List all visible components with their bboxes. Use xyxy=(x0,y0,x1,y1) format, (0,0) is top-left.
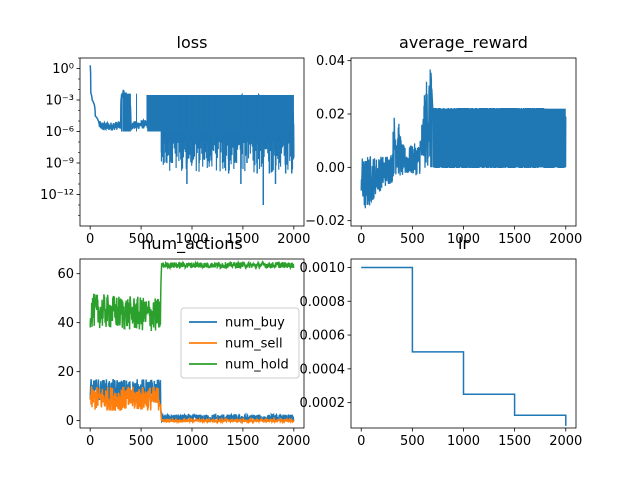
spike-block xyxy=(122,93,131,132)
y-tick-label: 40 xyxy=(57,316,74,331)
legend-label: num_sell xyxy=(225,337,283,352)
y-tick-label: −0.02 xyxy=(305,214,345,229)
x-tick-label: 2000 xyxy=(277,434,310,449)
x-tick-label: 0 xyxy=(86,434,94,449)
spike-block xyxy=(136,93,138,132)
x-tick-label: 0 xyxy=(86,232,94,247)
y-tick-label: 0.0010 xyxy=(300,261,346,276)
x-tick-label: 500 xyxy=(400,434,425,449)
series-num_hold xyxy=(89,259,295,332)
y-tick-label: 20 xyxy=(57,365,74,380)
y-tick-label: 10⁻³ xyxy=(45,94,74,109)
x-tick-label: 1500 xyxy=(226,232,259,247)
y-tick-label: 0.0002 xyxy=(300,396,346,411)
legend-label: num_hold xyxy=(225,358,289,373)
x-tick-label: 1500 xyxy=(498,232,531,247)
series-line xyxy=(361,266,567,426)
x-tick-label: 500 xyxy=(129,434,154,449)
legend: num_buy num_sell num_hold xyxy=(180,307,300,379)
y-tick-label: 10⁻⁶ xyxy=(45,125,74,140)
dense-band xyxy=(432,108,566,168)
y-tick-label: 0.0004 xyxy=(300,362,346,377)
chart-lr: 0 500 1000 1500 2000 0.0002 0.0004 0.0006 0.0008… xyxy=(300,234,583,449)
axes-frame xyxy=(350,258,577,429)
x-tick-label: 1500 xyxy=(226,434,259,449)
y-tick-label: 0.04 xyxy=(316,54,345,69)
chart-title: lr xyxy=(458,234,469,253)
y-tick-label: 0 xyxy=(66,414,74,429)
y-tick-label: 10⁰ xyxy=(52,62,74,77)
x-tick-label: 2000 xyxy=(549,232,582,247)
plot-area xyxy=(89,65,295,205)
chart-title: average_reward xyxy=(399,33,528,53)
x-tick-label: 0 xyxy=(357,232,365,247)
chart-title: num_actions xyxy=(141,234,242,254)
chart-num_actions: 0 500 1000 1500 2000 0 20 40 60 num_actions num_bu… xyxy=(57,234,310,449)
x-tick-label: 1000 xyxy=(175,232,208,247)
y-tick-label: 60 xyxy=(57,267,74,282)
x-tick-label: 500 xyxy=(129,232,154,247)
y-tick-label: 10⁻⁹ xyxy=(45,157,74,172)
y-tick-label: 0.0006 xyxy=(300,329,346,344)
chart-title: loss xyxy=(177,33,208,52)
plot-area xyxy=(360,69,567,209)
plot-area xyxy=(89,259,295,425)
y-tick-label: 0.00 xyxy=(316,161,345,176)
legend-label: num_buy xyxy=(225,316,285,331)
x-tick-label: 2000 xyxy=(549,434,582,449)
series-num_sell xyxy=(89,386,295,425)
plot-area xyxy=(361,266,567,426)
x-tick-label: 1500 xyxy=(498,434,531,449)
x-tick-label: 1000 xyxy=(175,434,208,449)
y-tick-label: 0.02 xyxy=(316,108,345,123)
x-tick-label: 1000 xyxy=(447,232,480,247)
y-tick-label: 0.0008 xyxy=(300,295,346,310)
chart-loss: 0 500 1000 1500 2000 10⁻¹² 10⁻⁹ 10⁻⁶ 10⁻³ 10⁰ loss xyxy=(40,33,310,247)
y-tick-label: 10⁻¹² xyxy=(40,188,74,203)
x-tick-label: 0 xyxy=(357,434,365,449)
x-tick-label: 2000 xyxy=(277,232,310,247)
chart-average_reward: 0 500 1000 1500 2000 −0.02 0.00 0.02 0.04 average… xyxy=(305,33,582,247)
legend-box xyxy=(180,307,300,379)
x-tick-label: 1000 xyxy=(447,434,480,449)
x-tick-label: 500 xyxy=(400,232,425,247)
